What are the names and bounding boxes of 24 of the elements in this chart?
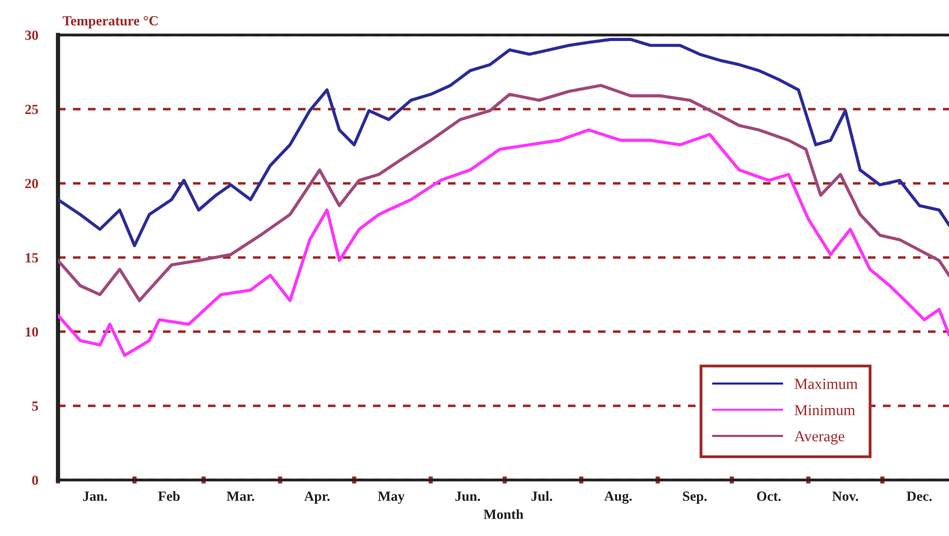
legend-label: Average (794, 431, 844, 445)
x-tick-label: Apr. (304, 492, 330, 504)
x-axis-title: Month (484, 509, 524, 520)
legend-label: Maximum (794, 378, 858, 390)
y-tick-label: 0 (32, 476, 38, 485)
x-tick-label: Feb (158, 491, 180, 501)
x-tick-label: Nov. (832, 492, 858, 501)
x-tick-label: Jun. (455, 492, 480, 501)
y-tick-label: 5 (32, 402, 38, 411)
y-axis-title: Temperature °C (62, 16, 158, 28)
x-tick-label: Oct. (756, 492, 781, 501)
y-tick-label: 15 (26, 253, 38, 262)
y-tick-label: 10 (26, 327, 38, 337)
y-tick-label: 20 (25, 178, 38, 188)
x-tick-label: Sep. (682, 492, 707, 504)
x-tick-label: Mar. (226, 492, 254, 501)
y-tick-label: 30 (25, 30, 38, 40)
x-tick-label: Jan. (83, 492, 107, 501)
x-tick-label: May (378, 492, 405, 504)
x-tick-label: Dec. (906, 492, 932, 501)
legend-label: Minimum (794, 404, 856, 416)
x-tick-label: Aug. (604, 491, 632, 504)
y-tick-label: 25 (25, 104, 38, 114)
x-tick-label: Jul. (531, 491, 552, 501)
